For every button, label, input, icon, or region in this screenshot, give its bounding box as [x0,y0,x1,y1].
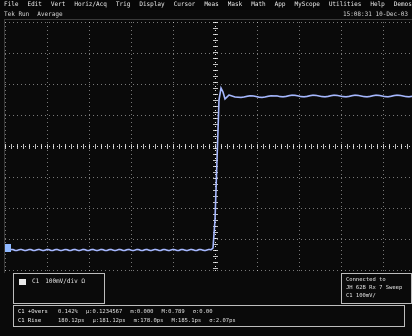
menu-item-mask[interactable]: Mask [227,1,243,8]
meas-label: C1 Rise [18,318,42,324]
meas-sd: σ:2.07ps [209,318,236,324]
ch1-ground-marker[interactable] [5,244,11,252]
ch1-chip [19,278,26,285]
meas-value: 0.142% [58,309,78,315]
meas-mu: µ:181.12ps [92,318,126,324]
conn-line-1: Connected to [346,277,386,283]
menu-item-demos[interactable]: Demos [393,1,412,8]
conn-line-2: JH 62B Rx 7 Sweep [346,285,403,291]
menu-item-edit[interactable]: Edit [27,1,42,8]
ch1-waveform [5,85,412,252]
datetime-label: 15:08:31 10-Dec-03 [342,11,408,18]
ch1-scale: 100mV/div Ω [45,278,85,285]
meas-label: C1 +Overs [18,309,48,315]
meas-value: 180.12ps [58,318,85,324]
menu-item-utilities[interactable]: Utilities [328,1,362,8]
menu-item-meas[interactable]: Meas [204,1,219,8]
menu-item-display[interactable]: Display [139,1,165,8]
acq-mode-label: Average [37,11,63,18]
graticule [5,22,410,271]
status-toolbar: Tek Run Average 15:08:31 10-Dec-03 [0,10,412,19]
menu-item-cursor[interactable]: Cursor [173,1,196,8]
ch1-label: C1 [32,278,40,285]
measurements-panel[interactable]: C1 +Overs 0.142% µ:0.1234567 m:0.000 M:0… [13,305,405,327]
conn-line-3: C1 100mV/ [346,293,376,299]
oscilloscope-display[interactable] [4,19,412,274]
menu-item-myscope[interactable]: MyScope [294,1,320,8]
menu-item-file[interactable]: File [4,1,19,8]
meas-row: C1 Rise 180.12ps µ:181.12ps m:178.0ps M:… [18,318,236,324]
menu-item-trig[interactable]: Trig [115,1,131,8]
menu-item-math[interactable]: Math [251,1,266,8]
meas-min: m:0.000 [130,309,154,315]
meas-sd: σ:0.00 [192,309,213,315]
ch1-settings-box[interactable]: C1 100mV/div Ω [13,273,105,304]
menu-item-app[interactable]: App [274,1,286,8]
connection-box[interactable]: Connected to JH 62B Rx 7 Sweep C1 100mV/ [341,273,412,304]
meas-max: M:185.1ps [171,318,202,324]
menu-item-help[interactable]: Help [370,1,385,8]
menu-bar: File Edit Vert Horiz/Acq Trig Display Cursor Me… [0,0,412,10]
waveform-canvas[interactable] [5,20,412,274]
meas-min: m:178.0ps [133,318,164,324]
run-state-label: Tek Run [4,11,30,18]
meas-max: M:0.789 [161,309,185,315]
menu-item-horiz-acq[interactable]: Horiz/Acq [74,1,107,8]
menu-item-vert[interactable]: Vert [50,1,66,8]
meas-mu: µ:0.1234567 [85,309,123,315]
bottom-status: C1 100mV/div Ω Connected to JH 62B Rx 7 … [0,273,412,336]
meas-row: C1 +Overs 0.142% µ:0.1234567 m:0.000 M:0… [18,309,213,315]
